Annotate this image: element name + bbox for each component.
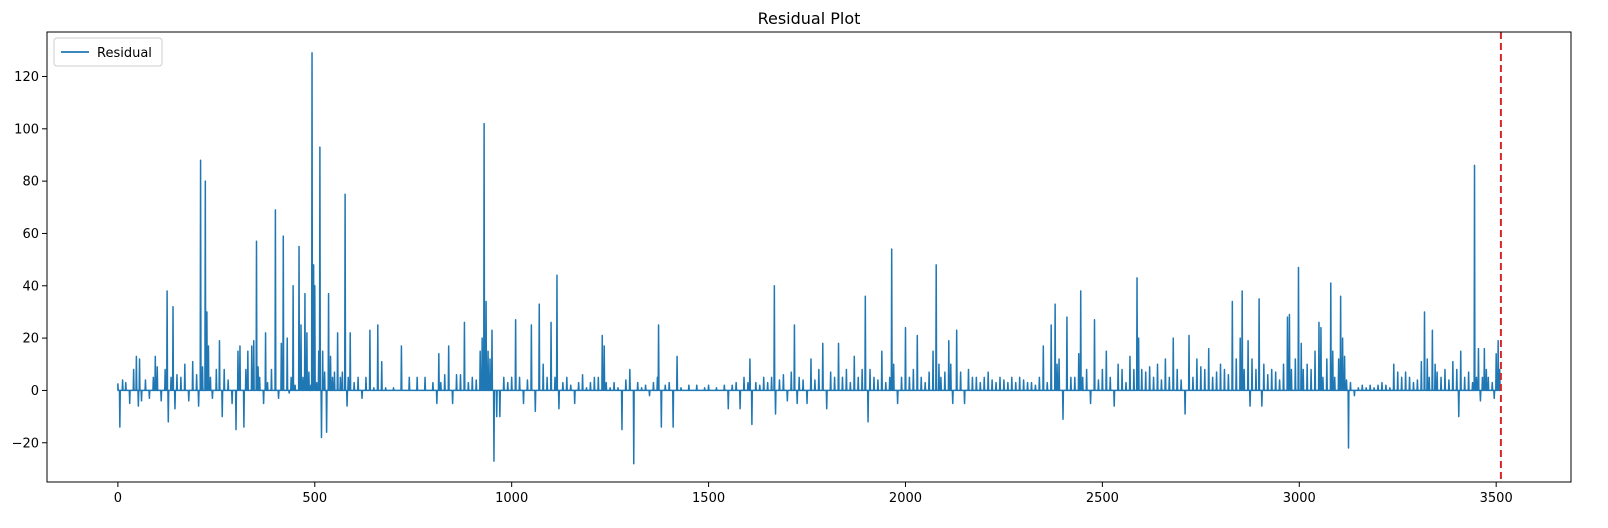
legend-label-residual: Residual: [97, 46, 152, 61]
y-tick-label: 120: [14, 70, 39, 85]
x-tick-label: 0: [114, 491, 122, 506]
chart-title: Residual Plot: [758, 9, 861, 28]
y-axis: −20 0 20 40 60 80 100 120: [12, 70, 47, 451]
y-tick-label: −20: [12, 436, 39, 451]
x-tick-label: 3000: [1283, 491, 1316, 506]
y-tick-label: 80: [22, 175, 39, 190]
x-tick-label: 3500: [1480, 491, 1513, 506]
x-tick-label: 2000: [889, 491, 922, 506]
legend-box: [53, 37, 163, 67]
y-tick-label: 40: [22, 279, 39, 294]
y-tick-label: 60: [22, 227, 39, 242]
series-line-residual: [117, 52, 1501, 465]
plot-frame: [46, 31, 1572, 483]
x-axis: 0 500 1000 1500 2000 2500 3000 3500: [114, 482, 1513, 506]
x-tick-label: 1500: [692, 491, 725, 506]
plot-area: [117, 32, 1502, 482]
x-tick-label: 1000: [495, 491, 528, 506]
y-tick-label: 100: [14, 122, 39, 137]
y-tick-label: 0: [31, 384, 39, 399]
legend: Residual: [53, 37, 163, 67]
x-tick-label: 500: [302, 491, 327, 506]
x-tick-label: 2500: [1086, 491, 1119, 506]
y-tick-label: 20: [22, 332, 39, 347]
